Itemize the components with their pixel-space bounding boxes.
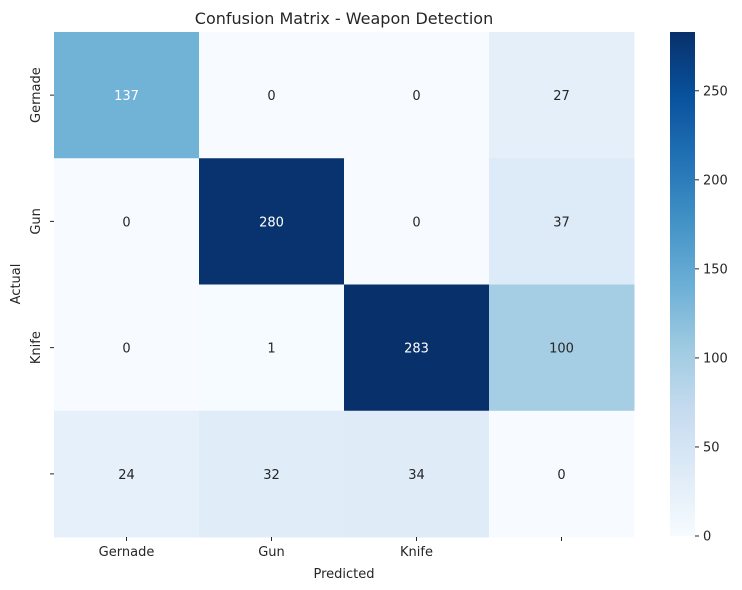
x-axis-ticks: Gernade Gun Knife: [99, 537, 562, 560]
cell-value-label: 283: [404, 342, 429, 357]
heatmap-cell: [489, 158, 635, 285]
heatmap-cell: [199, 158, 345, 285]
heatmap-cell: [54, 158, 200, 285]
heatmap-cell: [489, 410, 635, 538]
colorbar-ticks: 0 50 100 150 200 250: [695, 84, 728, 545]
heatmap-cell: [54, 32, 200, 159]
heatmap-cell: [344, 410, 490, 538]
colorbar-tick-label: 150: [703, 262, 728, 277]
colorbar-tick-label: 250: [703, 84, 728, 99]
heatmap-cell: [54, 410, 200, 538]
cell-value-label: 37: [553, 215, 570, 230]
colorbar: 0 50 100 150 200 250: [670, 32, 728, 545]
colorbar-tick-label: 200: [703, 173, 728, 188]
heatmap-cells: [54, 32, 635, 538]
cell-value-label: 32: [263, 468, 280, 483]
cell-value-label: 0: [122, 342, 130, 357]
cell-value-label: 280: [259, 215, 284, 230]
colorbar-tick-label: 100: [703, 351, 728, 366]
cell-value-label: 0: [412, 215, 420, 230]
cell-value-label: 137: [114, 89, 139, 104]
heatmap-cell: [344, 32, 490, 159]
x-tick-label: Knife: [400, 545, 433, 560]
cell-value-label: 27: [553, 89, 570, 104]
cell-value-label: 0: [122, 215, 130, 230]
y-tick-label: Gun: [29, 208, 44, 235]
heatmap-cell: [344, 284, 490, 412]
cell-value-label: 24: [118, 468, 135, 483]
heatmap-cell: [344, 158, 490, 285]
y-axis-label: Actual: [9, 264, 24, 305]
cell-value-label: 1: [267, 342, 275, 357]
heatmap-cell: [489, 32, 635, 159]
y-tick-label: Gernade: [29, 67, 44, 123]
cell-value-label: 34: [408, 468, 425, 483]
heatmap-cell: [489, 284, 635, 412]
y-tick-label: Knife: [29, 331, 44, 364]
heatmap-cell: [54, 284, 200, 412]
heatmap-cell: [199, 32, 345, 159]
cell-value-label: 100: [549, 342, 574, 357]
x-tick-label: Gun: [258, 545, 285, 560]
cell-value-label: 0: [557, 468, 565, 483]
y-axis-ticks: Gernade Gun Knife: [29, 67, 54, 475]
chart-title: Confusion Matrix - Weapon Detection: [195, 9, 493, 28]
colorbar-tick-label: 0: [703, 530, 711, 545]
x-tick-label: Gernade: [99, 545, 155, 560]
colorbar-tick-label: 50: [703, 440, 720, 455]
cell-value-label: 0: [412, 89, 420, 104]
heatmap-cell: [199, 284, 345, 412]
heatmap-cell-labels: 137 0 0 27 0 280 0 37 0 1 283 100 24 32 34 0: [114, 89, 574, 483]
colorbar-gradient: [670, 32, 695, 536]
cell-value-label: 0: [267, 89, 275, 104]
heatmap-cell: [199, 410, 345, 538]
x-axis-label: Predicted: [313, 567, 374, 582]
